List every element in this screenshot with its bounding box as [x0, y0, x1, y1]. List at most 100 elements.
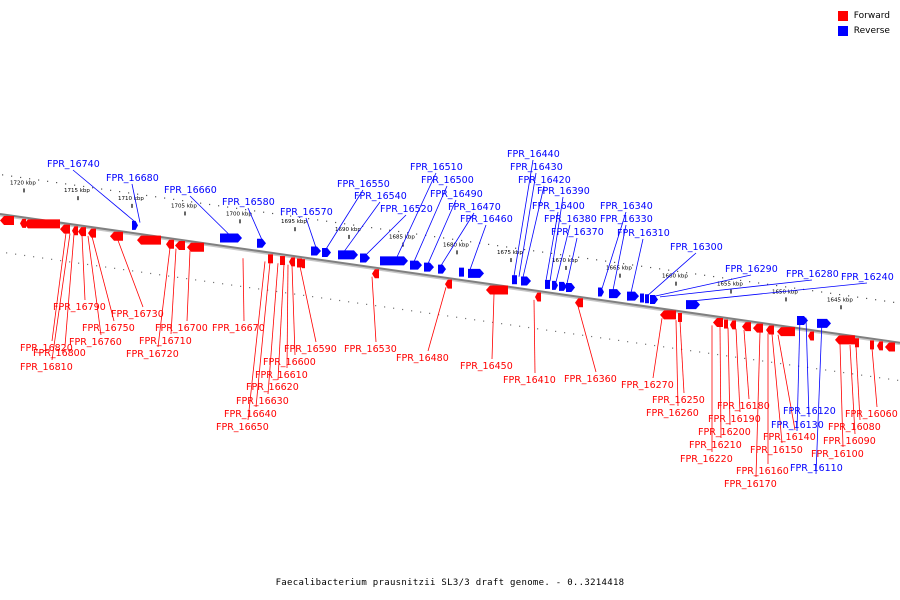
gene-block	[559, 281, 567, 291]
scale-dot	[380, 228, 382, 230]
gene-block	[835, 335, 855, 345]
track-dot	[375, 305, 377, 307]
gene-block	[372, 269, 379, 279]
gene-label: FPR_16790	[53, 302, 106, 313]
gene-label: FPR_16670	[212, 323, 265, 334]
gene-leader-line	[117, 240, 144, 308]
track-dot	[402, 308, 404, 311]
gene-label: FPR_16090	[823, 436, 876, 447]
track-dot	[384, 306, 386, 308]
scale-dot	[605, 260, 607, 262]
gene-label: FPR_16360	[564, 374, 617, 385]
scale-dot	[623, 263, 625, 265]
gene-leader-line	[170, 248, 177, 335]
gene-label: FPR_16810	[20, 362, 73, 373]
gene-block	[20, 218, 26, 228]
gene-leader-line	[659, 279, 813, 298]
scale-dot	[11, 175, 13, 177]
track-dot	[393, 307, 395, 309]
track-dot	[276, 290, 278, 293]
scale-dot	[236, 207, 238, 209]
gene-label: FPR_16130	[771, 420, 824, 431]
scale-dot	[785, 286, 787, 288]
scale-dot	[668, 269, 670, 271]
track-dot	[555, 330, 557, 332]
scale-dot	[110, 189, 112, 191]
track-dot	[591, 335, 593, 338]
scale-dot	[101, 188, 103, 190]
track-dot	[672, 347, 674, 349]
track-dot	[285, 292, 287, 294]
gene-block	[486, 285, 508, 295]
gene-leader-line	[286, 264, 289, 369]
track-dot	[186, 278, 188, 280]
track-dot	[96, 265, 98, 267]
gene-label: FPR_16800	[33, 348, 86, 359]
gene-leader-line	[186, 250, 191, 322]
gene-block	[645, 294, 649, 304]
gene-label: FPR_16200	[698, 427, 751, 438]
gene-leader-line	[81, 235, 86, 301]
track-dot	[339, 299, 341, 302]
gene-block	[380, 256, 408, 266]
scale-dot	[164, 197, 166, 199]
gene-leader-line	[247, 207, 263, 241]
gene-block	[72, 226, 78, 236]
track-dot	[24, 254, 26, 257]
scale-dot	[335, 221, 337, 224]
scale-dot	[452, 238, 454, 240]
gene-leader-line	[491, 294, 495, 360]
gene-label: FPR_16100	[811, 449, 864, 460]
gene-leader-line	[533, 299, 536, 374]
legend-reverse: Reverse	[837, 24, 890, 37]
scale-dot	[713, 275, 715, 278]
legend-forward: Forward	[837, 9, 890, 22]
gene-leader-line	[630, 238, 644, 293]
track-dot	[753, 359, 755, 361]
track-dot	[366, 303, 368, 305]
gene-leader-line	[689, 282, 868, 302]
gene-block	[132, 220, 138, 230]
scale-dot	[119, 191, 121, 193]
scale-dot	[506, 246, 508, 248]
scale-dot	[128, 192, 130, 194]
track-dot	[195, 279, 197, 281]
track-dot	[501, 323, 503, 325]
track-dot	[564, 332, 566, 334]
gene-leader-line	[839, 343, 844, 448]
scale-dot	[299, 216, 301, 218]
scale-dot	[695, 273, 697, 275]
gene-block	[289, 257, 295, 267]
gene-leader-line	[566, 237, 578, 284]
scale-dot	[677, 270, 679, 273]
track-dot	[699, 351, 701, 353]
scale-dot	[290, 215, 292, 217]
gene-leader-line	[601, 211, 627, 289]
gene-label: FPR_16490	[430, 189, 483, 200]
scale-dot	[56, 182, 58, 184]
track-dot	[33, 256, 35, 258]
scale-dot	[497, 245, 499, 247]
gene-block	[322, 248, 331, 258]
scale-dot	[20, 176, 22, 179]
gene-leader-line	[577, 306, 597, 373]
forward-swatch	[837, 10, 848, 21]
track-dot	[627, 341, 629, 343]
gene-leader-line	[131, 183, 141, 223]
track-dot	[861, 374, 863, 376]
gene-leader-line	[654, 274, 752, 297]
scale-dot	[83, 185, 85, 188]
gene-block	[627, 291, 639, 301]
track-dot	[762, 360, 764, 362]
track-dot	[222, 283, 224, 285]
scale-dot	[614, 261, 616, 264]
gene-leader-line	[871, 348, 878, 408]
gene-label: FPR_16160	[736, 466, 789, 477]
scale-dot	[2, 174, 4, 176]
gene-label: FPR_16590	[284, 344, 337, 355]
scale-dot	[515, 247, 517, 249]
scale-dot	[524, 248, 526, 251]
scale-dot	[38, 179, 40, 181]
gene-leader-line	[805, 317, 810, 418]
scale-tick-label: 1665 kbp	[606, 266, 632, 272]
